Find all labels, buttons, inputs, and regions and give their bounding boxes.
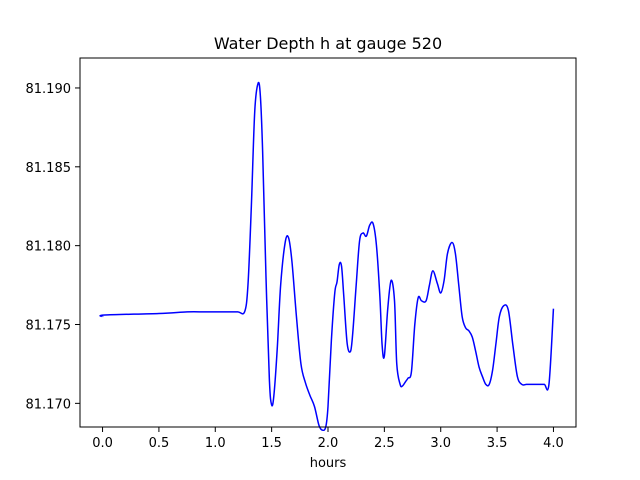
y-tick-label: 81.185 [26,161,72,176]
x-tick-label: 1.5 [261,436,282,451]
x-tick-label: 1.0 [205,436,226,451]
x-axis-label: hours [310,456,347,471]
x-tick-label: 0.5 [149,436,170,451]
x-tick-label: 3.0 [430,436,451,451]
x-tick-label: 3.5 [487,436,508,451]
x-tick-label: 0.0 [92,436,113,451]
x-tick-label: 4.0 [543,436,564,451]
x-axis: 0.0 0.5 1.0 1.5 2.0 2.5 3.0 3.5 4.0 [92,427,564,451]
chart-title: Water Depth h at gauge 520 [214,34,442,53]
axes-frame [79,57,577,428]
y-tick-label: 81.180 [26,240,72,255]
x-tick-label: 2.0 [318,436,339,451]
plot-area [79,57,577,432]
y-tick-label: 81.190 [26,82,72,97]
x-tick-label: 2.5 [374,436,395,451]
series-line [99,81,555,432]
y-tick-label: 81.170 [26,397,72,412]
y-tick-label: 81.175 [26,319,72,334]
y-axis: 81.170 81.175 81.180 81.185 81.190 [26,82,80,412]
